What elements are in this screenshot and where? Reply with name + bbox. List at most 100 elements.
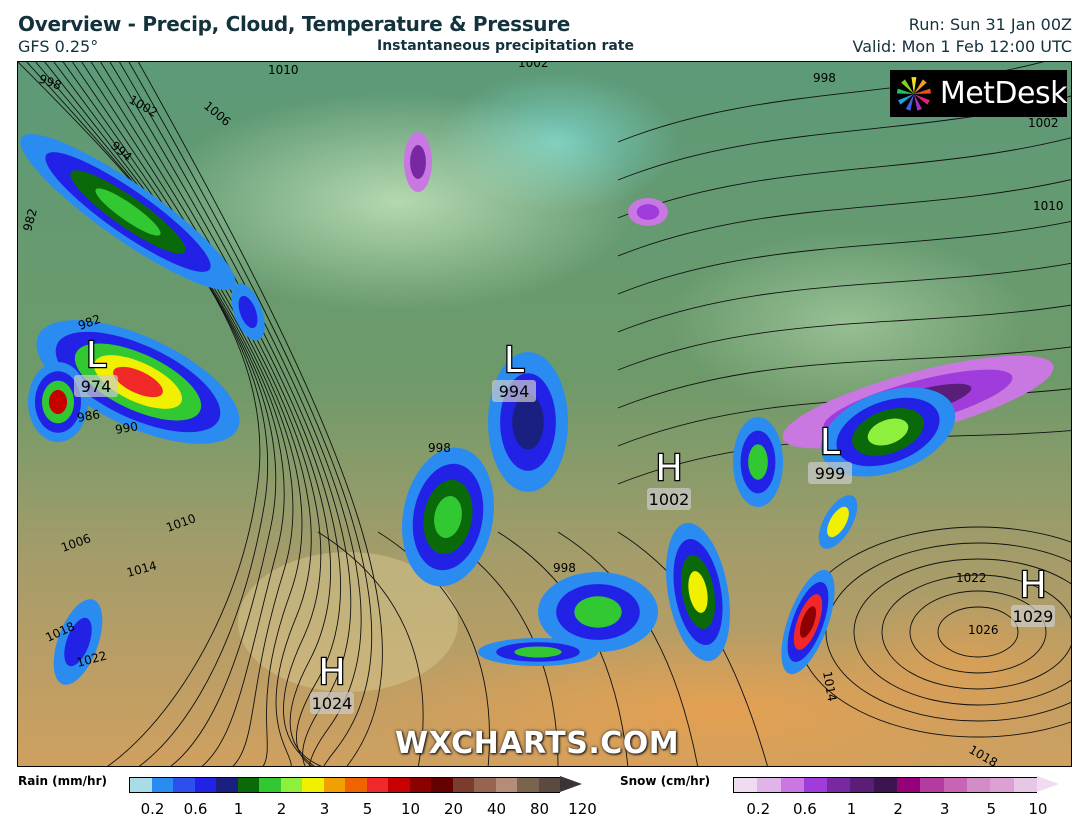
colorbar-cell [345,777,367,793]
precip-area [867,418,909,446]
isobar-label: 998 [428,441,451,455]
logo-ray [905,93,914,111]
run-time: Run: Sun 31 Jan 00Z [908,15,1072,34]
isobar-label: 1014 [820,670,839,703]
metdesk-logo-icon [896,76,932,111]
chart-title: Overview - Precip, Cloud, Temperature & … [18,12,571,36]
colorbar-tick-label: 1 [233,800,244,818]
pressure-value: 1024 [312,694,353,713]
logo-ray [896,88,914,94]
colorbar-tick-label: 5 [362,800,373,818]
isobar [128,62,373,766]
low-pressure-symbol: L [86,335,106,376]
isobar-label: 1026 [968,623,999,637]
valid-time: Valid: Mon 1 Feb 12:00 UTC [852,37,1072,56]
colorbar-tick-label: 0.2 [746,800,771,818]
isobar-label: 1022 [956,571,987,585]
isobar [617,346,1071,409]
logo-ray [911,76,917,94]
precip-area [688,571,708,613]
colorbar-tick-label: 80 [529,800,550,818]
colorbar-cell [129,777,152,793]
colorbar-cell [388,777,410,793]
precip-area [95,188,161,236]
isobar-label: 986 [76,407,101,425]
pressure-value: 999 [815,464,846,483]
colorbar-cell [990,777,1014,793]
colorbar-cell [151,777,173,793]
pressure-value-box [1011,605,1055,627]
isobar-label: 998 [813,71,836,85]
colorbar-tick-label: 10 [400,800,421,818]
colorbar-cell [517,777,539,793]
colorbar-cell [194,777,216,793]
isobar [617,137,1071,219]
snow-legend-label: Snow (cm/hr) [620,774,711,788]
pressure-value-box [647,488,691,510]
colorbar-tick-label: 120 [568,800,597,818]
precip-area [827,506,849,538]
isobar-label: 982 [20,207,39,233]
colorbar-tick-label: 2 [276,800,287,818]
snow-colorbar [733,776,1059,793]
logo-ray [913,93,930,105]
isobar-label: 1002 [518,62,549,70]
isobar [937,606,1019,658]
colorbar-tick-label: 40 [486,800,507,818]
isobar [853,558,1071,706]
pressure-value-box [310,692,354,714]
colorbar-cell [920,777,944,793]
isobar-label: 1002 [1028,116,1059,130]
precip-area [434,496,462,538]
colorbar-cell [409,777,431,793]
pressure-value: 1002 [649,490,690,509]
colorbar-tick-label: 2 [893,800,903,818]
rain-colorbar [129,776,582,793]
colorbar-cell [474,777,496,793]
isobar-label: 1010 [268,63,299,77]
pressure-value: 994 [499,382,530,401]
isobar [617,304,1071,371]
colorbar-cell [943,777,967,793]
precip-area [410,145,426,179]
isobar [617,179,1071,257]
colorbar-tick-label: 10 [1028,800,1048,818]
logo-ray [913,88,932,94]
pressure-value: 1029 [1013,607,1054,626]
isobar [617,62,1045,143]
colorbar-cell [431,777,453,793]
isobar [617,262,1071,333]
colorbar-cell [216,777,238,793]
isobar [881,574,1071,690]
colorbar-cell [803,777,828,793]
chart-subtitle: Instantaneous precipitation rate [377,38,634,54]
precipitation-areas [20,132,1054,685]
colorbar-cell [366,777,388,793]
watermark: WXCHARTS.COM [395,726,680,761]
colorbar-cell [733,777,758,793]
high-pressure-symbol: H [318,652,345,693]
colorbar-tick-label: 0.2 [140,800,165,818]
colorbar-tick-label: 3 [939,800,950,818]
isobar [18,62,261,766]
weather-map[interactable]: L 974 L 994 L 999 H 1002 H 1024 H 1029 998 1002 1006 10… [17,61,1072,767]
pressure-value-box [74,375,118,397]
isobar [137,62,383,766]
logo-ray [913,93,923,111]
high-pressure-symbol: H [655,448,682,489]
colorbar-cell [452,777,474,793]
colorbar-cell [259,777,281,793]
low-pressure-symbol: L [820,422,840,463]
isobar [617,220,1071,295]
precip-area [514,646,562,658]
pressure-value-box [808,462,852,484]
colorbar-cell [495,777,517,793]
precip-area [799,606,817,638]
colorbar-tick-label: 0.6 [792,800,817,818]
logo-ray [901,78,914,94]
precip-area [48,389,68,415]
colorbar-cell [873,777,898,793]
isobar-label: 990 [114,419,139,437]
colorbar-tick-label: 3 [319,800,330,818]
